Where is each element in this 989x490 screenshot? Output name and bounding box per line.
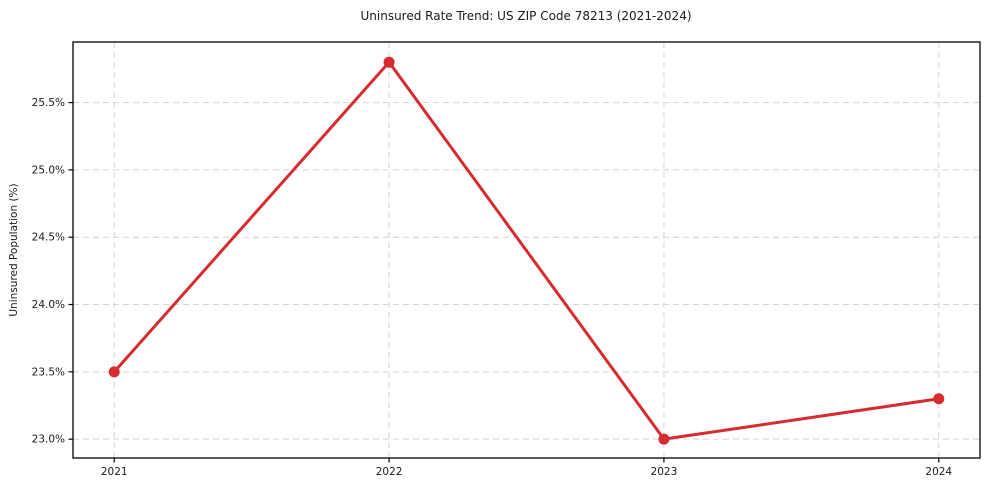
x-tick-label: 2023 <box>651 466 678 478</box>
plot-border <box>72 41 981 459</box>
x-tick-label: 2022 <box>376 466 403 478</box>
y-tick-label: 23.5% <box>32 366 65 378</box>
x-tick-label: 2021 <box>101 466 128 478</box>
y-tick-label: 25.0% <box>32 164 65 176</box>
data-point-marker <box>933 393 945 405</box>
data-point-marker <box>658 433 670 445</box>
y-tick-label: 25.5% <box>32 97 65 109</box>
data-point-marker <box>383 56 395 68</box>
y-axis-label: Uninsured Population (%) <box>8 183 20 317</box>
data-point-marker <box>108 366 120 378</box>
y-tick-label: 23.0% <box>32 434 65 446</box>
chart-title: Uninsured Rate Trend: US ZIP Code 78213 … <box>360 9 692 23</box>
y-tick-label: 24.5% <box>32 232 65 244</box>
y-tick-label: 24.0% <box>32 299 65 311</box>
x-tick-label: 2024 <box>925 466 952 478</box>
trend-line <box>112 60 941 441</box>
